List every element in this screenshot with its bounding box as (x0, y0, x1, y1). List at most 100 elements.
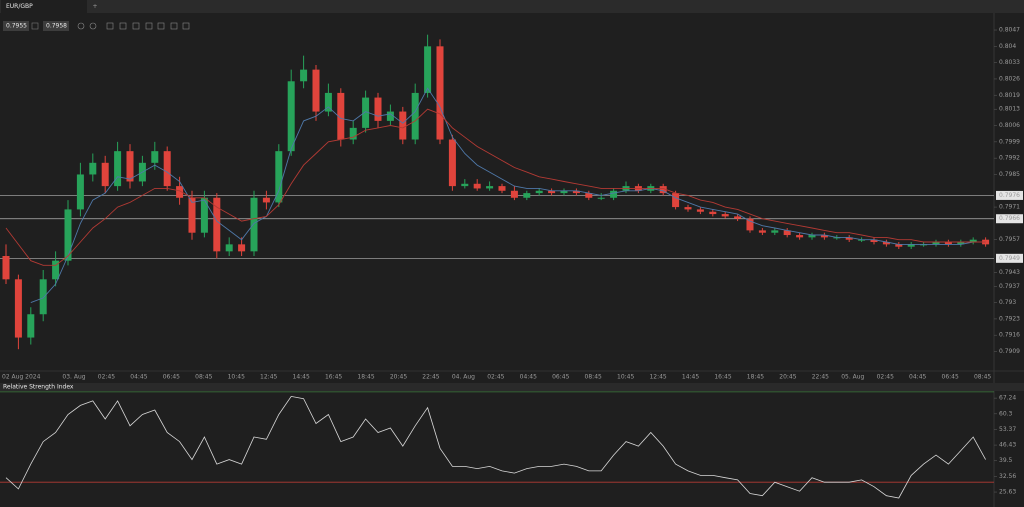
tool-timeframe[interactable] (106, 22, 114, 30)
candle-body (213, 197, 221, 252)
x-tick-label: 18:45 (357, 374, 374, 381)
x-tick-label: 22:45 (422, 374, 439, 381)
y-tick-label: 25.63 (999, 489, 1016, 496)
candle-body (349, 127, 357, 140)
x-tick-label: 18:45 (747, 374, 764, 381)
candle-body (882, 242, 890, 245)
candle-body (27, 314, 35, 338)
y-tick-label: 0.7957 (999, 236, 1020, 243)
candle-body (709, 211, 717, 215)
toolbar (77, 22, 190, 30)
candle-body (163, 151, 171, 187)
candle-body (300, 69, 308, 82)
x-tick-label: 16:45 (325, 374, 342, 381)
candle-body (870, 239, 878, 243)
candle-body (473, 183, 481, 189)
candle-body (734, 216, 742, 219)
y-tick-label: 46.43 (999, 442, 1016, 449)
tool-settings[interactable] (182, 22, 190, 30)
x-tick-label: 03. Aug (62, 374, 85, 381)
candle-body (436, 46, 444, 140)
price-marker-label: 0.7949 (999, 255, 1020, 262)
candle-body (560, 190, 568, 194)
x-tick-label: 04:45 (520, 374, 537, 381)
x-tick-label: 12:45 (649, 374, 666, 381)
candle-body (287, 81, 295, 152)
price-marker-label: 0.7966 (999, 215, 1020, 222)
y-tick-label: 0.7937 (999, 283, 1020, 290)
candle-body (461, 183, 469, 187)
y-tick-label: 0.7923 (999, 315, 1020, 322)
tool-drawing[interactable] (145, 22, 153, 30)
candle-body (250, 197, 258, 252)
bid-box[interactable] (3, 21, 29, 31)
tab-title: EUR/GBP (6, 3, 33, 10)
tool-chart-type[interactable] (119, 22, 127, 30)
candle-body (64, 209, 72, 261)
candle-body (126, 151, 134, 182)
y-tick-label: 53.37 (999, 426, 1016, 433)
y-tick-label: 0.7999 (999, 138, 1020, 145)
tab-bar (0, 0, 1024, 13)
candle-body (944, 242, 952, 245)
tab[interactable] (1, 0, 87, 13)
x-tick-label: 16:45 (714, 374, 731, 381)
candle-body (275, 151, 283, 203)
candle-body (89, 162, 97, 175)
zoom-in[interactable] (77, 22, 85, 30)
candle-body (907, 244, 915, 247)
tool-save[interactable] (157, 22, 165, 30)
candle-body (498, 186, 506, 191)
candle-body (14, 279, 22, 338)
tool-indicators[interactable] (132, 22, 140, 30)
candle-body (969, 239, 977, 243)
candle-body (312, 69, 320, 112)
candle-body (820, 235, 828, 238)
candle-body (486, 186, 494, 189)
price-marker (996, 190, 1023, 200)
candle-body (771, 230, 779, 233)
candle-body (225, 244, 233, 252)
x-tick-label: 12:45 (260, 374, 277, 381)
x-tick-label: 08:45 (195, 374, 212, 381)
y-tick-label: 0.7992 (999, 155, 1020, 162)
y-tick-label: 0.8026 (999, 75, 1020, 82)
y-tick-label: 0.7916 (999, 332, 1020, 339)
candle-body (597, 197, 605, 199)
zoom-out[interactable] (89, 22, 97, 30)
candle-body (188, 197, 196, 233)
y-tick-label: 0.7971 (999, 204, 1020, 211)
x-tick-label: 04:45 (909, 374, 926, 381)
candle-body (833, 237, 841, 239)
y-tick-label: 0.8006 (999, 122, 1020, 129)
candle-body (2, 256, 10, 280)
candle-body (610, 190, 618, 198)
candle-body (510, 190, 518, 198)
candle-body (200, 197, 208, 233)
x-tick-label: 05. Aug (841, 374, 864, 381)
candle-body (721, 214, 729, 217)
x-tick-label: 20:45 (390, 374, 407, 381)
tool-snapshot[interactable] (170, 22, 178, 30)
x-tick-label: 14:45 (682, 374, 699, 381)
moving-average (5, 108, 986, 266)
candle-body (572, 190, 580, 194)
y-tick-label: 32.56 (999, 473, 1016, 480)
x-tick-label: 02 Aug 2024 (2, 374, 41, 381)
y-tick-label: 0.8047 (999, 27, 1020, 34)
candle-body (920, 244, 928, 246)
y-tick-label: 0.7985 (999, 171, 1020, 178)
y-tick-label: 0.8019 (999, 92, 1020, 99)
y-tick-label: 0.793 (999, 299, 1016, 306)
ask-box[interactable] (43, 21, 69, 31)
x-tick-label: 10:45 (617, 374, 634, 381)
x-tick-label: 02:45 (487, 374, 504, 381)
y-tick-label: 0.7909 (999, 348, 1020, 355)
y-tick-label: 0.804 (999, 43, 1016, 50)
new-tab-button[interactable]: + (92, 3, 97, 10)
moving-average (30, 87, 986, 304)
candle-body (858, 239, 866, 241)
candle-body (758, 230, 766, 233)
